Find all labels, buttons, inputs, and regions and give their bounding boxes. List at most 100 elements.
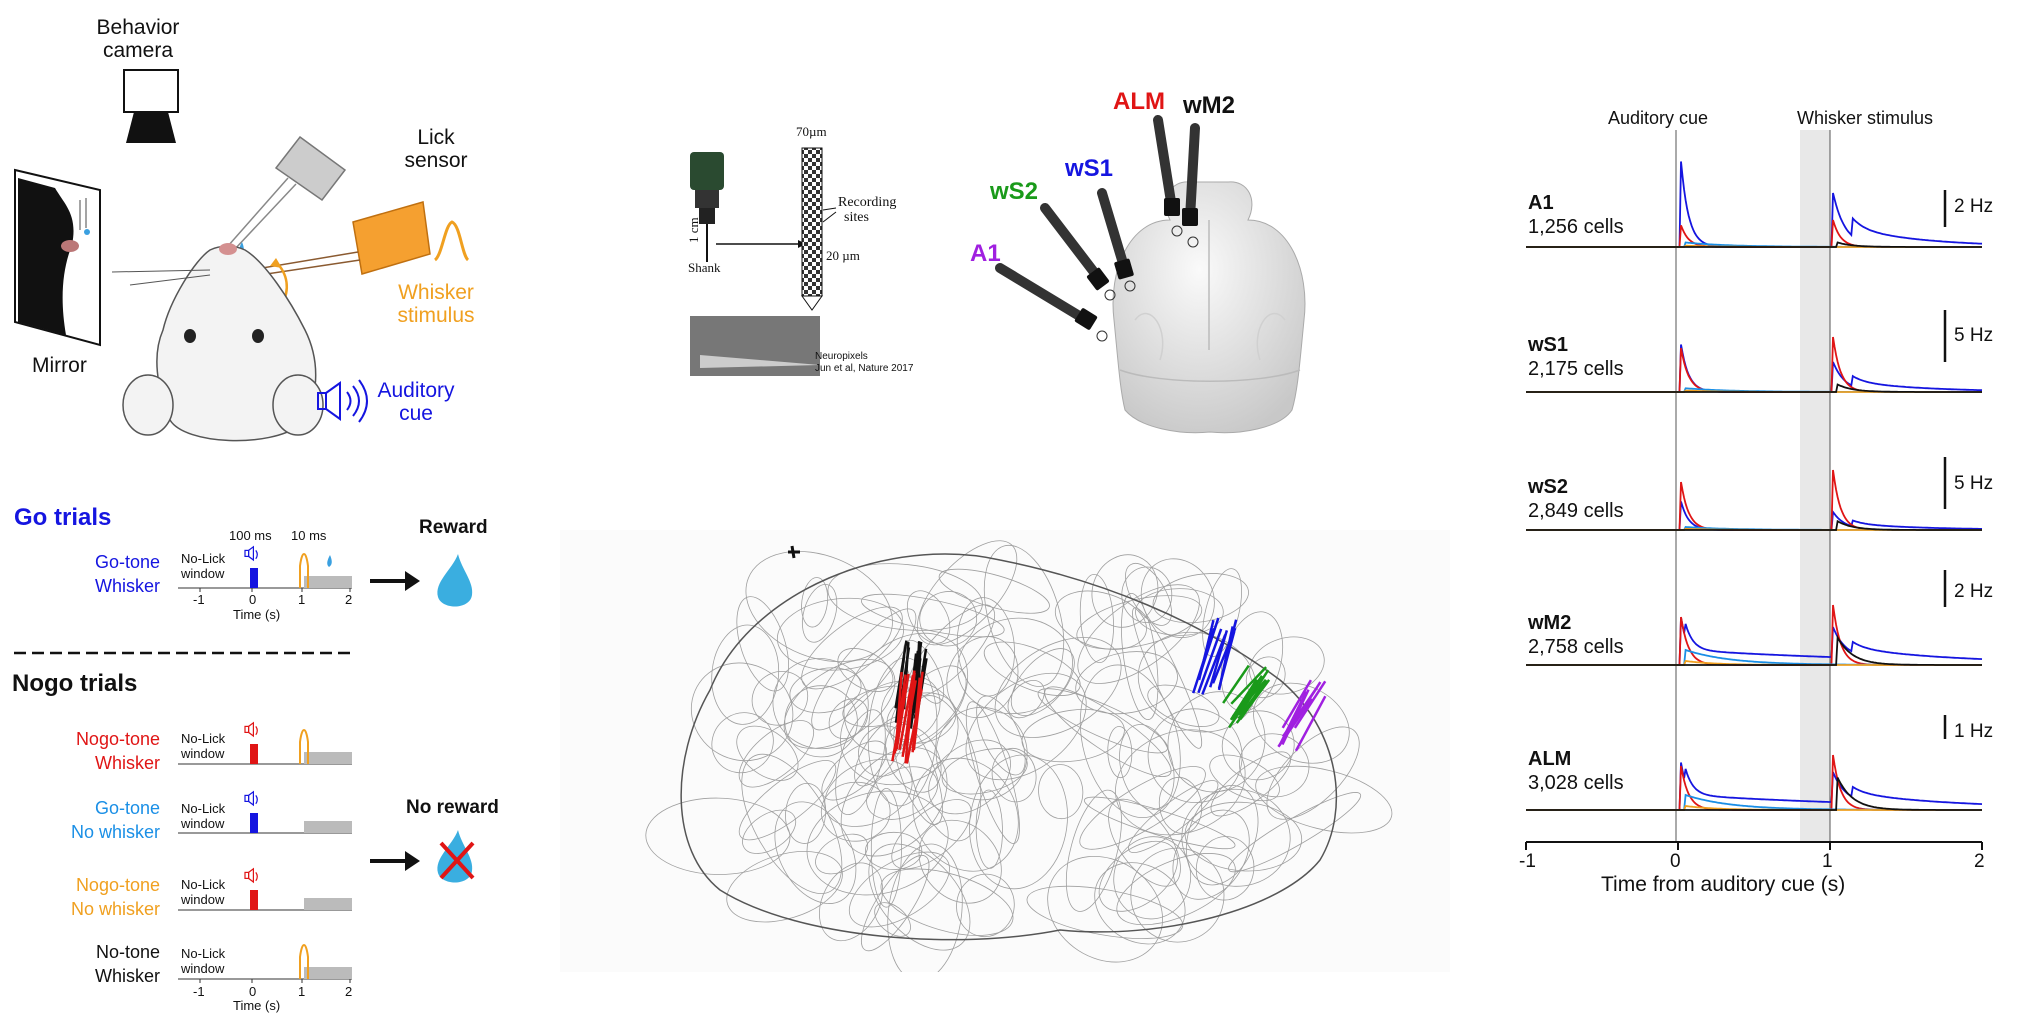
camera-icon	[123, 69, 179, 143]
psth-trace-A1-blk	[1526, 241, 1982, 248]
row-go-nowhisker-line2: No whisker	[70, 822, 160, 842]
nogo-trials-title: Nogo trials	[12, 670, 138, 697]
psth-trace-ALM-blk	[1526, 777, 1982, 811]
row-go-label: Go-tone Whisker	[80, 550, 160, 598]
nolick-row5-l1: No-Lick	[181, 946, 226, 961]
psth-trace-ALM-go	[1526, 762, 1983, 811]
probe-wM2	[1185, 123, 1200, 223]
auditory-label-line2: cue	[399, 402, 433, 425]
panel-wS2-cells: 2,849 cells	[1528, 500, 1624, 522]
go-tick-1: 1	[298, 592, 306, 607]
psth-xlabel: Time from auditory cue (s)	[1601, 873, 1846, 896]
lick-sensor-label: Lick sensor	[396, 126, 476, 172]
panel-ALM-cells: 3,028 cells	[1528, 772, 1624, 794]
psth-trace-ALM-nogo	[1526, 754, 1982, 811]
reward-label: Reward	[419, 517, 488, 538]
panel-wS1-area: wS1	[1528, 334, 1569, 356]
speaker-icon	[317, 379, 368, 423]
label-A1: A1	[970, 240, 1001, 267]
probe-ALM	[1153, 115, 1177, 213]
panel-wM2-scale: 2 Hz	[1954, 581, 1994, 602]
mirror-icon	[14, 168, 101, 347]
bot-time-label: Time (s)	[233, 998, 281, 1013]
camera-label-line2: camera	[102, 39, 174, 62]
panel-A1-cells: 1,256 cells	[1528, 216, 1624, 238]
label-wM2: wM2	[1183, 92, 1236, 119]
probe-A1	[995, 263, 1091, 325]
camera-label-line1: Behavior	[96, 16, 180, 39]
probe-recording-sites: Recording sites	[838, 195, 896, 225]
track-A1	[1294, 695, 1327, 752]
track-wS1	[1209, 630, 1229, 688]
brain-3d-drawing	[1112, 181, 1306, 434]
setup-drawing	[14, 69, 470, 442]
mouse-icon	[111, 243, 324, 442]
auditory-cue-label: Auditory cue	[366, 379, 466, 425]
bot-tick-1: 1	[298, 984, 306, 999]
camera-label: Behavior camera	[78, 16, 198, 62]
no-reward-icon	[370, 830, 475, 883]
psth-trace-wM2-blk	[1526, 634, 1982, 666]
panel-wM2-cells: 2,758 cells	[1528, 636, 1624, 658]
credit-line1: Neuropixels	[815, 351, 868, 362]
track-wS1	[1220, 619, 1238, 676]
panel-wS1-cells: 2,175 cells	[1528, 358, 1624, 380]
psth-trace-ALM-goL	[1526, 793, 1982, 811]
row-go-nowhisker-label: Go-tone No whisker	[60, 796, 160, 844]
bot-tick-m1: -1	[193, 984, 205, 999]
xtick-m1: -1	[1519, 851, 1536, 872]
track-wS1	[1192, 627, 1216, 694]
track-A1	[1281, 679, 1313, 729]
probe-drawing	[690, 147, 837, 376]
track-wS2	[1237, 679, 1268, 720]
panel-wS1-scale: 5 Hz	[1954, 325, 1994, 346]
row-nogo-whisker-line1: Nogo-tone	[75, 729, 160, 749]
probe-shank-label: Shank	[688, 260, 721, 275]
whisker-label-line2: stimulus	[397, 304, 475, 327]
nolick-row1-l1: No-Lick	[181, 551, 226, 566]
probes-drawing	[995, 115, 1200, 342]
probe-tracks	[891, 617, 1327, 764]
label-wS1: wS1	[1065, 155, 1114, 182]
probe-size-70: 70µm	[796, 124, 827, 139]
probe-wS1	[1097, 188, 1130, 275]
psth-trace-wM2-goL	[1526, 648, 1982, 666]
bot-tick-2: 2	[345, 984, 353, 999]
nolick-row1-l2: window	[181, 566, 225, 581]
trial-row-go	[178, 545, 473, 607]
nolick-row2-l1: No-Lick	[181, 731, 226, 746]
psth-trace-wS2-nogo	[1526, 469, 1982, 531]
no-reward-label: No reward	[406, 797, 499, 818]
go-tick-2: 2	[345, 592, 353, 607]
trial-row-go-nowhisker	[178, 790, 352, 834]
panel-wM2-area: wM2	[1528, 612, 1572, 634]
nolick-row5-l2: window	[181, 961, 225, 976]
nolick-row4: No-Lick window	[181, 877, 225, 907]
track-ALM	[893, 674, 907, 754]
probe-size-20: 20 µm	[826, 248, 860, 263]
credit-line2: Jun et al, Nature 2017	[815, 363, 914, 374]
nolick-row1: No-Lick window	[181, 551, 225, 581]
psth-trace-wM2-nogo	[1526, 604, 1982, 666]
lick-sensor-icon	[227, 135, 347, 254]
nolick-row2: No-Lick window	[181, 731, 225, 761]
trial-diagram	[14, 545, 475, 983]
whisker-window-shade	[1800, 130, 1830, 842]
psth-trace-wS1-nogo	[1526, 336, 1982, 393]
track-wS2	[1222, 664, 1250, 704]
track-wS2	[1231, 675, 1263, 721]
track-wS2	[1230, 666, 1268, 705]
panel-wS2-scale: 5 Hz	[1954, 473, 1994, 494]
recording-line1: Recording	[838, 195, 897, 210]
row-notone-whisker-label: No-tone Whisker	[60, 940, 160, 988]
track-A1	[1293, 680, 1327, 729]
psth-trace-wS2-go	[1526, 501, 1982, 531]
nolick-row5: No-Lick window	[181, 946, 225, 976]
whisker-label-line1: Whisker	[398, 281, 474, 304]
psth-trace-wS2-blk	[1526, 519, 1982, 531]
wireframe-drawing	[560, 530, 1450, 972]
nolick-row4-l2: window	[181, 892, 225, 907]
probe-scale-1cm: 1 cm	[686, 217, 701, 243]
label-10ms: 10 ms	[291, 528, 327, 543]
psth-trace-wM2-go	[1526, 617, 1983, 666]
